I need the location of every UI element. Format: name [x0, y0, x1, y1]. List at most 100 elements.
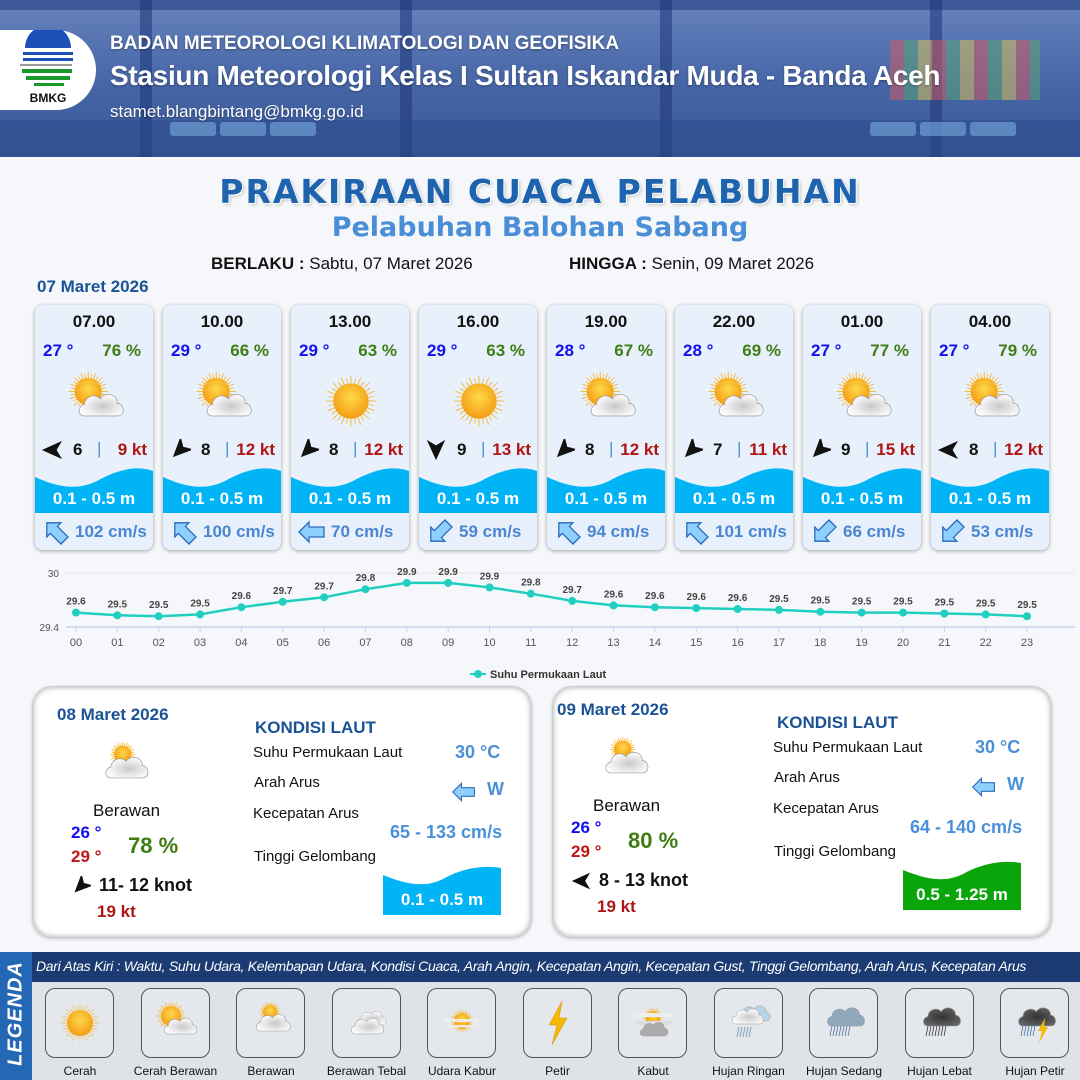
wind-direction-arrow-icon	[937, 439, 959, 461]
station-email[interactable]: stamet.blangbintang@bmkg.go.id	[110, 102, 364, 121]
wave-height: 0.1 - 0.5 m	[52, 489, 136, 508]
petir-icon	[533, 998, 583, 1048]
wind-speed-range: 11- 12 knot	[99, 875, 193, 895]
wave-icon	[903, 861, 1021, 910]
valid-from-value: Sabtu, 07 Maret 2026	[309, 254, 473, 273]
current-speed: 94 cm/s	[587, 522, 650, 541]
forecast-card: 01.00 27 ° 77 % 9 | 15 kt 0.1 - 0.5 m 66…	[803, 305, 921, 550]
data-label: 29.5	[190, 598, 210, 609]
humidity: 80 %	[628, 828, 679, 853]
current-direction-arrow-icon	[41, 517, 71, 547]
current-direction-arrow-icon	[451, 779, 477, 805]
humidity: 69 %	[742, 341, 781, 360]
data-point	[320, 593, 329, 602]
hujan-sedang-icon	[819, 998, 869, 1048]
wave-height: 0.1 - 0.5 m	[692, 489, 776, 508]
legend-item: Berawan	[223, 988, 319, 1080]
series-line	[75, 581, 1028, 618]
wave-height: 0.1 - 0.5 m	[436, 489, 520, 508]
gust-speed: 12 kt	[620, 440, 659, 459]
gust-speed: 12 kt	[236, 440, 275, 459]
legend-description: Dari Atas Kiri : Waktu, Suhu Udara, Kele…	[32, 952, 1080, 982]
forecast-time: 10.00	[200, 312, 244, 331]
cerah-berawan-weather-icon	[829, 367, 897, 435]
wind-direction-arrow-icon	[681, 436, 706, 461]
legend-marker	[474, 670, 482, 678]
cerah-berawan-weather-icon	[61, 367, 129, 435]
current-direction-arrow-icon	[809, 517, 839, 547]
data-label: 29.7	[273, 586, 293, 597]
x-tick-label: 10	[483, 637, 495, 649]
wave-height: 0.1 - 0.5 m	[948, 489, 1032, 508]
x-tick-label: 23	[1021, 637, 1033, 649]
humidity: 77 %	[870, 341, 909, 360]
divider: |	[737, 439, 742, 458]
panel-date: 08 Maret 2026	[57, 705, 169, 724]
current-speed: 53 cm/s	[971, 522, 1034, 541]
forecast-card: 04.00 27 ° 79 % 8 | 12 kt 0.1 - 0.5 m 53…	[931, 305, 1049, 550]
current-speed-label: Kecepatan Arus	[253, 805, 359, 822]
current-speed: 100 cm/s	[203, 522, 275, 541]
valid-from-label: BERLAKU :	[211, 254, 305, 273]
wind-speed: 6	[73, 440, 83, 459]
current-speed-label: Kecepatan Arus	[773, 800, 879, 817]
legend-label: Petir	[545, 1064, 570, 1078]
data-label: 29.9	[397, 567, 417, 578]
forecast-time: 22.00	[712, 312, 756, 331]
valid-to: HINGGA : Senin, 09 Maret 2026	[569, 254, 814, 274]
wave-height-label: Tinggi Gelombang	[774, 843, 897, 860]
berawan-icon	[246, 998, 296, 1048]
data-label: 29.6	[66, 597, 86, 608]
data-point	[981, 610, 990, 619]
gust-speed: 12 kt	[364, 440, 403, 459]
x-tick-label: 05	[277, 637, 289, 649]
wave-icon	[675, 468, 793, 513]
x-tick-label: 13	[607, 637, 619, 649]
data-point	[485, 583, 494, 592]
x-tick-label: 04	[235, 637, 247, 649]
legend-icon-box	[427, 988, 496, 1058]
cerah-berawan-weather-icon	[189, 367, 257, 435]
data-point	[526, 589, 535, 598]
legend-label: Udara Kabur	[427, 1064, 497, 1078]
forecast-card: 13.00 29 ° 63 % 8 | 12 kt 0.1 - 0.5 m 70…	[291, 305, 409, 550]
cerah-weather-icon	[445, 367, 513, 435]
legend-label: Cerah	[63, 1064, 97, 1078]
humidity: 63 %	[486, 341, 525, 360]
legend-item: Petir	[510, 988, 606, 1080]
legend-icons: Cerah Cerah Berawan Berawan Berawan Teba…	[32, 982, 1080, 1080]
x-tick-label: 12	[566, 637, 578, 649]
divider: |	[865, 439, 870, 458]
forecast-time: 04.00	[968, 312, 1012, 331]
wind-direction-arrow-icon	[297, 436, 322, 461]
x-tick-label: 22	[980, 637, 992, 649]
data-label: 29.6	[232, 591, 252, 602]
legend-tab: LEGENDA	[0, 952, 32, 1080]
current-speed: 101 cm/s	[715, 522, 787, 541]
legend-label: Hujan Lebat	[907, 1064, 972, 1078]
air-temp: 27 °	[811, 341, 842, 360]
wind-direction-arrow-icon	[71, 873, 94, 896]
legend-icon-box	[331, 988, 401, 1058]
current-direction-arrow-icon	[169, 517, 199, 547]
data-label: 29.5	[935, 598, 955, 609]
data-label: 29.6	[687, 592, 707, 603]
wave-icon	[163, 468, 281, 513]
weather-condition: Berawan	[593, 796, 661, 815]
forecast-time: 01.00	[840, 312, 884, 331]
current-direction-arrow-icon	[937, 517, 967, 547]
data-label: 29.8	[521, 578, 541, 589]
legend-item: Hujan Sedang	[796, 988, 892, 1080]
wind-row: 6 | 9 kt	[41, 439, 149, 461]
data-label: 29.7	[314, 581, 334, 592]
valid-to-value: Senin, 09 Maret 2026	[651, 254, 815, 273]
wave-height: 0.1 - 0.5 m	[820, 489, 904, 508]
kabut-icon	[628, 998, 678, 1048]
wind-direction-arrow-icon	[41, 439, 63, 461]
legend-item: Hujan Lebat	[892, 988, 988, 1080]
current-direction-label: Arah Arus	[774, 769, 840, 786]
legend-item: Kabut	[605, 988, 701, 1080]
wave-icon	[419, 468, 537, 513]
data-point	[361, 585, 370, 594]
current-direction-label: Arah Arus	[254, 774, 320, 791]
